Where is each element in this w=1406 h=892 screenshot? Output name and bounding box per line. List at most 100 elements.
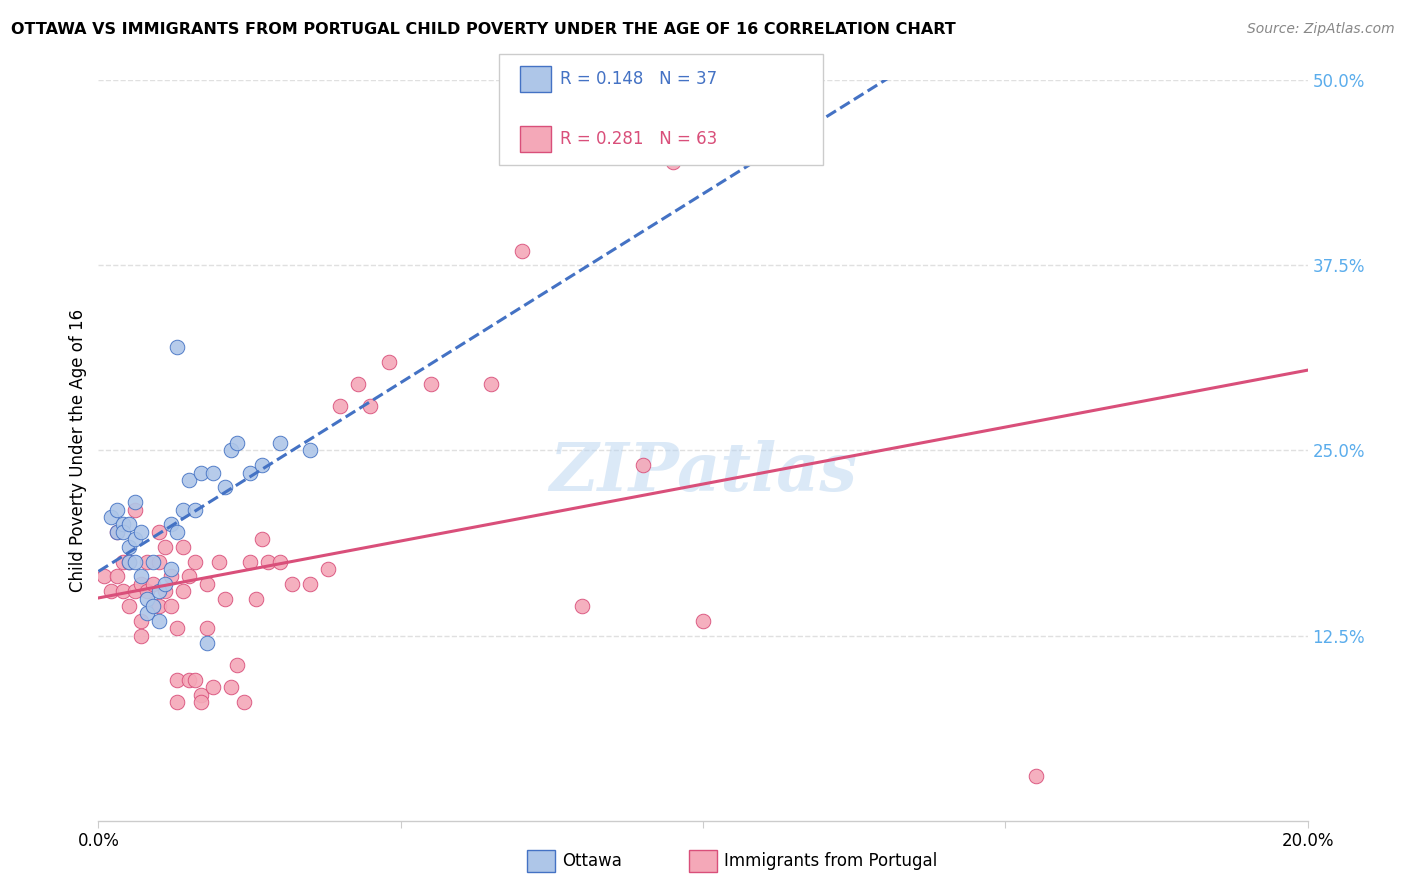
Point bbox=[1024, 769, 1046, 783]
Point bbox=[160, 517, 183, 532]
Point bbox=[100, 584, 122, 599]
Point bbox=[124, 502, 146, 516]
Point bbox=[142, 576, 165, 591]
Point bbox=[129, 628, 152, 642]
Point bbox=[148, 599, 170, 613]
Point bbox=[184, 555, 207, 569]
Point bbox=[214, 480, 236, 494]
Point bbox=[281, 576, 304, 591]
Point bbox=[135, 555, 157, 569]
Point bbox=[256, 555, 278, 569]
Point bbox=[111, 524, 134, 539]
Point bbox=[510, 244, 533, 258]
Point bbox=[124, 555, 146, 569]
Point bbox=[111, 517, 134, 532]
Point bbox=[153, 576, 176, 591]
Point bbox=[118, 555, 141, 569]
Point bbox=[179, 569, 201, 583]
Text: OTTAWA VS IMMIGRANTS FROM PORTUGAL CHILD POVERTY UNDER THE AGE OF 16 CORRELATION: OTTAWA VS IMMIGRANTS FROM PORTUGAL CHILD… bbox=[11, 22, 956, 37]
Point bbox=[179, 673, 201, 687]
Point bbox=[221, 681, 243, 695]
Point bbox=[166, 695, 188, 709]
Point bbox=[148, 555, 170, 569]
Point bbox=[481, 376, 503, 391]
Point bbox=[172, 584, 194, 599]
Point bbox=[226, 658, 249, 673]
Text: R = 0.281   N = 63: R = 0.281 N = 63 bbox=[560, 130, 717, 148]
Point bbox=[118, 599, 141, 613]
Point bbox=[118, 517, 141, 532]
Point bbox=[208, 555, 231, 569]
Point bbox=[153, 540, 176, 554]
Point bbox=[214, 591, 236, 606]
Point bbox=[661, 154, 683, 169]
Point bbox=[239, 466, 262, 480]
Point bbox=[118, 540, 141, 554]
Point bbox=[299, 576, 322, 591]
Point bbox=[142, 599, 165, 613]
Text: Ottawa: Ottawa bbox=[562, 852, 623, 871]
Point bbox=[148, 524, 170, 539]
Point bbox=[250, 533, 273, 547]
Point bbox=[250, 458, 273, 473]
Point bbox=[148, 584, 170, 599]
Point bbox=[179, 473, 201, 487]
Point bbox=[221, 443, 243, 458]
Point bbox=[129, 569, 152, 583]
Point bbox=[631, 458, 654, 473]
Point bbox=[195, 576, 218, 591]
Point bbox=[347, 376, 370, 391]
Point bbox=[166, 621, 188, 635]
Text: ZIPatlas: ZIPatlas bbox=[550, 440, 856, 505]
Point bbox=[111, 584, 134, 599]
Point bbox=[166, 524, 188, 539]
Point bbox=[124, 495, 146, 509]
Point bbox=[105, 524, 128, 539]
Point bbox=[329, 399, 352, 413]
Point bbox=[153, 584, 176, 599]
Text: Source: ZipAtlas.com: Source: ZipAtlas.com bbox=[1247, 22, 1395, 37]
Point bbox=[360, 399, 382, 413]
Point bbox=[377, 354, 399, 368]
Point bbox=[105, 502, 128, 516]
Point bbox=[269, 436, 291, 450]
Point bbox=[166, 340, 188, 354]
Point bbox=[172, 540, 194, 554]
Point bbox=[142, 599, 165, 613]
Point bbox=[135, 584, 157, 599]
Point bbox=[93, 569, 115, 583]
Point bbox=[184, 673, 207, 687]
Point bbox=[111, 555, 134, 569]
Point bbox=[420, 376, 443, 391]
Point bbox=[184, 502, 207, 516]
Point bbox=[135, 607, 157, 621]
Y-axis label: Child Poverty Under the Age of 16: Child Poverty Under the Age of 16 bbox=[69, 309, 87, 592]
Point bbox=[160, 562, 183, 576]
Text: R = 0.148   N = 37: R = 0.148 N = 37 bbox=[560, 70, 717, 88]
Point bbox=[166, 673, 188, 687]
Point bbox=[129, 576, 152, 591]
Point bbox=[100, 510, 122, 524]
Point bbox=[245, 591, 267, 606]
Point bbox=[299, 443, 322, 458]
Point bbox=[316, 562, 339, 576]
Point bbox=[142, 555, 165, 569]
Point bbox=[190, 695, 212, 709]
Point bbox=[269, 555, 291, 569]
Point bbox=[692, 614, 714, 628]
Point bbox=[172, 502, 194, 516]
Point bbox=[239, 555, 262, 569]
Point bbox=[190, 466, 212, 480]
Point bbox=[195, 636, 218, 650]
Point bbox=[202, 681, 225, 695]
Point bbox=[226, 436, 249, 450]
Point bbox=[135, 591, 157, 606]
Point bbox=[160, 599, 183, 613]
Point bbox=[129, 524, 152, 539]
Point bbox=[124, 584, 146, 599]
Text: Immigrants from Portugal: Immigrants from Portugal bbox=[724, 852, 938, 871]
Point bbox=[129, 614, 152, 628]
Point bbox=[105, 524, 128, 539]
Point bbox=[118, 555, 141, 569]
Point bbox=[232, 695, 254, 709]
